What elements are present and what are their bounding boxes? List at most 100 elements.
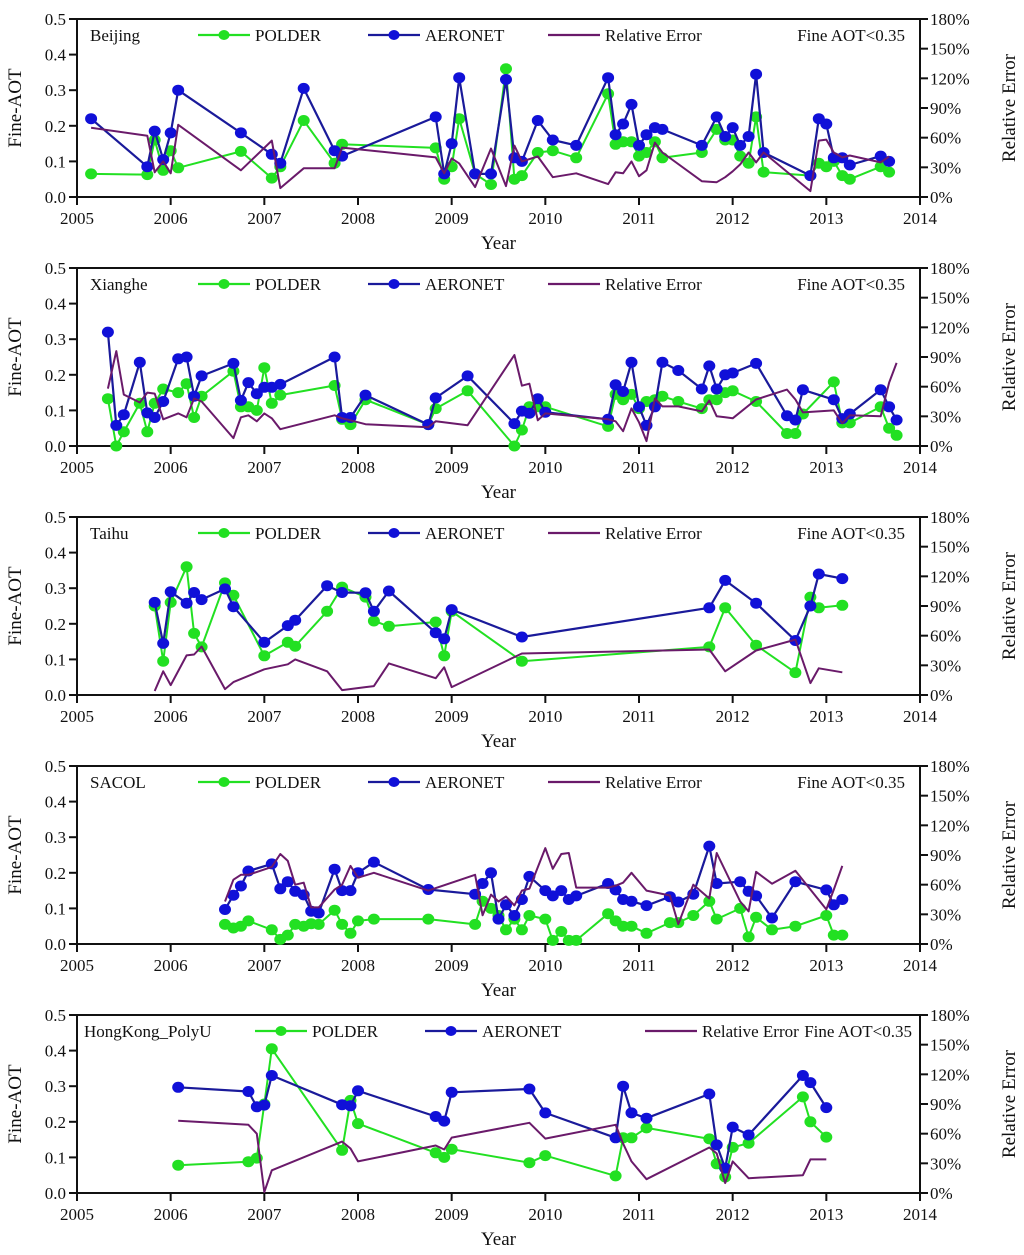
y2-tick-label: 0% xyxy=(930,935,953,954)
data-point xyxy=(789,667,802,679)
data-point xyxy=(609,1132,622,1144)
y-tick-label: 0.0 xyxy=(45,437,66,456)
data-point xyxy=(820,884,833,896)
data-point xyxy=(710,394,723,406)
y-tick-label: 0.2 xyxy=(45,864,66,883)
data-point xyxy=(328,351,341,363)
y2-tick-label: 90% xyxy=(930,1095,961,1114)
data-point xyxy=(796,384,809,396)
x-tick-label: 2008 xyxy=(341,1205,375,1224)
panel-sacol: 2005 2006 2007 2008 2009 2010 2011 2012 2013 2014… xyxy=(5,757,1020,1001)
legend-label: Relative Error xyxy=(605,275,702,294)
data-point xyxy=(789,876,802,888)
data-point xyxy=(352,1118,364,1130)
data-point xyxy=(485,902,497,914)
data-point xyxy=(242,1086,255,1097)
data-point xyxy=(640,1122,653,1134)
annotation-label: Fine AOT<0.35 xyxy=(797,275,905,294)
y2-tick-label: 120% xyxy=(930,816,970,835)
x-tick-label: 2011 xyxy=(622,1205,655,1224)
data-point xyxy=(640,129,653,141)
legend-label: POLDER xyxy=(255,773,322,792)
legend-label: Relative Error xyxy=(605,524,702,543)
data-point xyxy=(672,365,685,376)
x-tick-label: 2009 xyxy=(435,956,469,975)
y2-axis-label: Relative Error xyxy=(999,53,1020,162)
data-point xyxy=(344,885,357,897)
y2-tick-label: 60% xyxy=(930,1125,961,1144)
data-point xyxy=(382,620,395,632)
data-point xyxy=(227,357,240,369)
legend-item: AERONET xyxy=(368,275,505,294)
x-tick-label: 2007 xyxy=(247,1205,282,1224)
data-point xyxy=(429,616,442,628)
y2-tick-label: 120% xyxy=(930,1065,970,1084)
data-point xyxy=(883,401,896,413)
x-tick-label: 2005 xyxy=(60,707,94,726)
y2-tick-label: 30% xyxy=(930,905,961,924)
data-point xyxy=(703,840,716,852)
data-point xyxy=(461,385,474,397)
data-point xyxy=(523,1157,536,1169)
legend-item: Relative Error xyxy=(548,275,702,294)
y-tick-label: 0.0 xyxy=(45,1184,66,1203)
y2-axis-label: Relative Error xyxy=(999,551,1020,660)
legend-item: AERONET xyxy=(368,773,505,792)
data-point xyxy=(85,168,98,180)
data-point xyxy=(617,1080,630,1092)
data-point xyxy=(695,139,708,151)
y2-axis-label: Relative Error xyxy=(999,1049,1020,1158)
data-point xyxy=(523,407,536,419)
x-tick-label: 2005 xyxy=(60,209,94,228)
station-title: SACOL xyxy=(90,773,146,792)
data-point xyxy=(133,356,146,368)
x-tick-label: 2011 xyxy=(622,707,655,726)
y2-tick-label: 30% xyxy=(930,1154,961,1173)
data-point xyxy=(719,574,732,586)
x-tick-label: 2013 xyxy=(809,209,843,228)
data-point xyxy=(188,412,201,423)
series-relative-error xyxy=(90,123,890,193)
data-point xyxy=(265,924,278,936)
data-point xyxy=(703,1088,716,1100)
x-tick-label: 2013 xyxy=(809,956,843,975)
y-tick-label: 0.5 xyxy=(45,757,66,776)
data-point xyxy=(321,605,334,617)
x-tick-label: 2006 xyxy=(154,1205,188,1224)
data-point xyxy=(523,910,536,921)
x-tick-label: 2010 xyxy=(528,209,562,228)
data-point xyxy=(180,351,193,363)
series-relative-error xyxy=(224,847,844,926)
data-point xyxy=(180,597,193,609)
y2-tick-label: 30% xyxy=(930,407,961,426)
x-tick-label: 2007 xyxy=(247,209,282,228)
data-point xyxy=(438,650,451,662)
x-tick-label: 2009 xyxy=(435,209,469,228)
data-point xyxy=(438,1151,451,1163)
y-axis-label: Fine-AOT xyxy=(5,566,26,646)
y-tick-label: 0.4 xyxy=(45,295,67,314)
data-point xyxy=(695,383,708,395)
x-tick-label: 2014 xyxy=(903,209,938,228)
x-tick-label: 2006 xyxy=(154,707,188,726)
data-point xyxy=(258,362,271,374)
data-point xyxy=(188,627,201,639)
legend-item: Relative Error xyxy=(645,1022,799,1041)
data-point xyxy=(742,1129,755,1141)
series-aeronet xyxy=(148,568,849,649)
x-tick-label: 2009 xyxy=(435,1205,469,1224)
data-point xyxy=(328,904,341,916)
data-point xyxy=(656,123,669,135)
y2-tick-label: 60% xyxy=(930,627,961,646)
data-point xyxy=(352,867,364,879)
data-point xyxy=(890,414,903,426)
data-point xyxy=(710,878,723,889)
series-relative-error xyxy=(106,350,898,443)
data-point xyxy=(656,152,669,164)
y2-tick-label: 30% xyxy=(930,656,961,675)
x-tick-label: 2014 xyxy=(903,707,938,726)
legend-item: POLDER xyxy=(198,275,322,294)
data-point xyxy=(258,636,271,648)
legend-item: POLDER xyxy=(255,1022,379,1041)
